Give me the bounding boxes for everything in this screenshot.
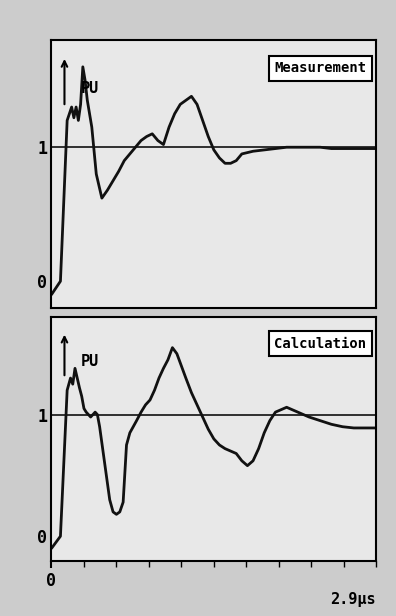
Text: PU: PU xyxy=(81,81,99,95)
Text: Measurement: Measurement xyxy=(274,62,366,76)
Text: PU: PU xyxy=(81,354,99,368)
Text: Calculation: Calculation xyxy=(274,337,366,351)
Text: 2.9μs: 2.9μs xyxy=(331,592,376,607)
